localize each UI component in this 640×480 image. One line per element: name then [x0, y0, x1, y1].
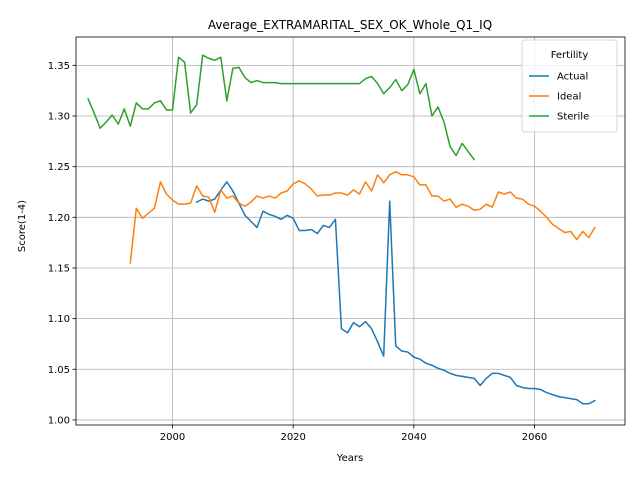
y-tick-label: 1.20	[48, 213, 70, 224]
legend-label-actual: Actual	[557, 72, 588, 83]
series-line-sterile	[87, 54, 476, 161]
y-tick-label: 1.25	[48, 162, 70, 173]
x-axis-ticks: 2000 2020 2040 2060	[160, 425, 547, 443]
x-axis-label: Years	[336, 453, 363, 464]
x-tick-label: 2000	[160, 432, 185, 443]
y-axis-label: Score(1-4)	[17, 200, 28, 252]
legend-box	[521, 39, 618, 133]
legend-label-sterile: Sterile	[557, 112, 589, 123]
x-tick-label: 2020	[280, 432, 305, 443]
x-tick-label: 2060	[522, 432, 547, 443]
y-tick-label: 1.35	[48, 61, 70, 72]
y-tick-label: 1.15	[48, 263, 70, 274]
legend-title: Fertility	[551, 50, 589, 61]
y-tick-label: 1.30	[48, 112, 70, 123]
plot-area-frame	[75, 36, 626, 426]
x-tick-label: 2040	[401, 432, 426, 443]
legend: Fertility Actual Ideal Sterile	[521, 39, 618, 133]
chart-title: Average_EXTRAMARITAL_SEX_OK_Whole_Q1_IQ	[208, 18, 492, 32]
y-tick-label: 1.10	[48, 314, 70, 325]
y-tick-label: 1.05	[48, 365, 70, 376]
series-line-actual	[195, 181, 596, 405]
series-lines	[87, 54, 596, 405]
y-tick-label: 1.00	[48, 415, 70, 426]
y-axis-ticks: 1.00 1.05 1.10 1.15 1.20 1.25 1.30 1.35	[48, 61, 76, 426]
series-line-ideal	[129, 170, 596, 264]
legend-label-ideal: Ideal	[557, 92, 581, 103]
